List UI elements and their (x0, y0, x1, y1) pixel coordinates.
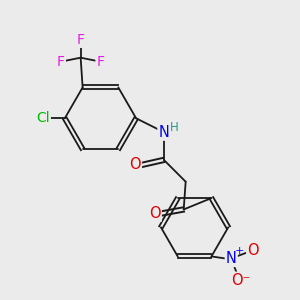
Text: N: N (158, 125, 169, 140)
Text: Cl: Cl (36, 111, 50, 125)
Text: O⁻: O⁻ (232, 273, 251, 288)
Text: F: F (97, 55, 104, 69)
Text: F: F (57, 55, 65, 69)
Text: O: O (149, 206, 161, 221)
Text: O: O (247, 243, 259, 258)
Text: N: N (226, 251, 237, 266)
Text: H: H (169, 121, 178, 134)
Text: +: + (235, 247, 244, 256)
Text: F: F (76, 33, 85, 47)
Text: O: O (129, 158, 141, 172)
